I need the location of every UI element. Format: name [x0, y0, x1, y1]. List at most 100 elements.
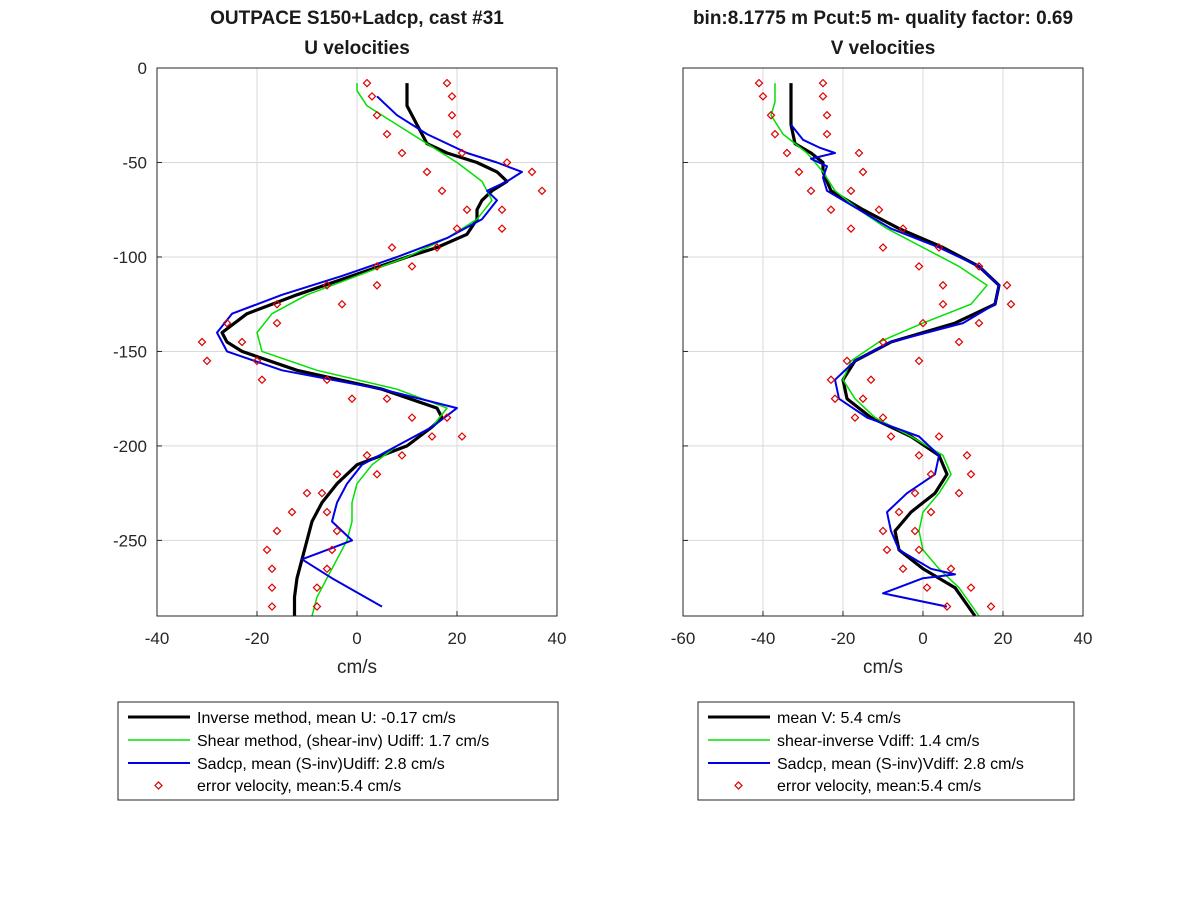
- u-error-marker: [432, 243, 442, 252]
- u-error-marker: [427, 432, 437, 441]
- u-x-tick-label: -20: [245, 629, 270, 648]
- u-legend-label-shear: Shear method, (shear-inv) Udiff: 1.7 cm/…: [197, 733, 489, 750]
- v-error-marker: [866, 375, 876, 385]
- u-y-tick-label: 0: [138, 59, 147, 78]
- u-x-tick-label: 20: [448, 629, 467, 648]
- u-error-marker: [337, 299, 347, 309]
- v-legend-label-sadcp: Sadcp, mean (S-inv)Vdiff: 2.8 cm/s: [777, 756, 1024, 773]
- v-error-markers: [754, 78, 1016, 611]
- u-sadcp-line: [216, 95, 523, 608]
- v-x-tick-label: 40: [1074, 629, 1093, 648]
- u-legend-label-error: error velocity, mean:5.4 cm/s: [197, 778, 401, 795]
- v-axes-box: [682, 67, 1084, 617]
- u-error-marker: [272, 526, 282, 536]
- v-error-marker: [846, 186, 856, 196]
- v-legend-swatch-error: [734, 781, 743, 790]
- u-error-marker: [442, 413, 452, 422]
- u-error-marker: [362, 78, 372, 88]
- u-error-marker: [317, 488, 327, 498]
- u-error-marker: [287, 507, 297, 517]
- v-velocity-panel: bin:8.1775 m Pcut:5 m- quality factor: 0…: [671, 8, 1093, 678]
- u-error-marker: [422, 167, 432, 177]
- u-legend-box: [117, 701, 559, 801]
- v-legend-label-error: error velocity, mean:5.4 cm/s: [777, 778, 981, 795]
- v-error-marker: [918, 318, 928, 328]
- v-error-marker: [818, 91, 828, 101]
- v-x-tick-label: 0: [918, 629, 927, 648]
- v-grid: [683, 68, 1083, 616]
- v-inverse-line: [789, 83, 1001, 617]
- u-error-marker: [322, 280, 332, 290]
- v-error-marker: [882, 545, 892, 555]
- v-error-marker: [1002, 280, 1012, 290]
- v-error-marker: [942, 602, 952, 611]
- u-error-marker: [312, 583, 322, 593]
- v-error-marker: [898, 564, 908, 574]
- u-error-marker: [372, 110, 382, 120]
- v-error-marker: [886, 432, 896, 441]
- u-error-marker: [267, 583, 277, 593]
- v-error-marker: [874, 205, 884, 215]
- u-error-marker: [527, 167, 537, 177]
- u-x-tick-label: 40: [548, 629, 567, 648]
- v-error-marker: [830, 394, 840, 404]
- v-error-marker: [962, 450, 972, 460]
- v-legend-label-shear: shear-inverse Vdiff: 1.4 cm/s: [777, 733, 979, 750]
- u-error-marker: [382, 129, 392, 139]
- v-tick-labels: -60 -40 -20 0 20 40: [671, 67, 1093, 648]
- v-error-marker: [822, 129, 832, 139]
- v-error-marker: [854, 148, 864, 158]
- u-error-marker: [407, 262, 417, 271]
- v-error-marker: [938, 280, 948, 290]
- u-error-marker: [372, 280, 382, 290]
- v-error-marker: [922, 583, 932, 593]
- v-error-marker: [846, 224, 856, 234]
- v-error-marker: [934, 432, 944, 441]
- u-error-marker: [322, 507, 332, 517]
- u-error-marker: [347, 394, 357, 404]
- u-y-tick-label: -150: [113, 342, 147, 361]
- left-title-line2: U velocities: [304, 38, 410, 59]
- u-y-tick-label: -50: [122, 153, 147, 172]
- v-error-marker: [926, 469, 936, 479]
- u-error-marker: [237, 337, 247, 347]
- v-error-marker: [826, 375, 836, 385]
- v-x-axis-label: cm/s: [863, 657, 903, 678]
- v-error-marker: [986, 602, 996, 611]
- u-error-marker: [497, 205, 507, 215]
- u-error-marker: [497, 224, 507, 234]
- u-x-tick-label: -40: [145, 629, 170, 648]
- u-error-marker: [332, 526, 342, 536]
- u-error-marker: [537, 186, 547, 196]
- v-error-marker: [914, 262, 924, 271]
- v-error-marker: [974, 318, 984, 328]
- v-x-tick-label: -40: [751, 629, 776, 648]
- v-legend-label-mean: mean V: 5.4 cm/s: [777, 710, 901, 727]
- v-error-marker: [926, 507, 936, 517]
- u-error-marker: [442, 78, 452, 88]
- v-error-marker: [766, 110, 776, 120]
- u-y-tick-label: -250: [113, 531, 147, 550]
- v-x-tick-label: -20: [831, 629, 856, 648]
- u-error-marker: [457, 148, 467, 158]
- u-error-markers: [197, 78, 547, 611]
- v-error-marker: [966, 469, 976, 479]
- u-error-marker: [407, 413, 417, 422]
- v-sadcp-line: [790, 124, 1000, 608]
- u-error-marker: [197, 337, 207, 347]
- v-error-marker: [910, 488, 920, 498]
- v-error-marker: [910, 526, 920, 536]
- u-error-marker: [502, 158, 512, 167]
- u-error-marker: [362, 450, 372, 460]
- v-error-marker: [974, 262, 984, 271]
- v-error-marker: [758, 91, 768, 101]
- u-error-marker: [452, 129, 462, 139]
- v-error-marker: [954, 337, 964, 347]
- v-error-marker: [966, 583, 976, 593]
- u-error-marker: [267, 602, 277, 611]
- u-error-marker: [202, 356, 212, 366]
- u-error-marker: [262, 545, 272, 555]
- v-error-marker: [826, 205, 836, 215]
- right-title-line1: bin:8.1775 m Pcut:5 m- quality factor: 0…: [693, 8, 1073, 29]
- u-error-marker: [302, 488, 312, 498]
